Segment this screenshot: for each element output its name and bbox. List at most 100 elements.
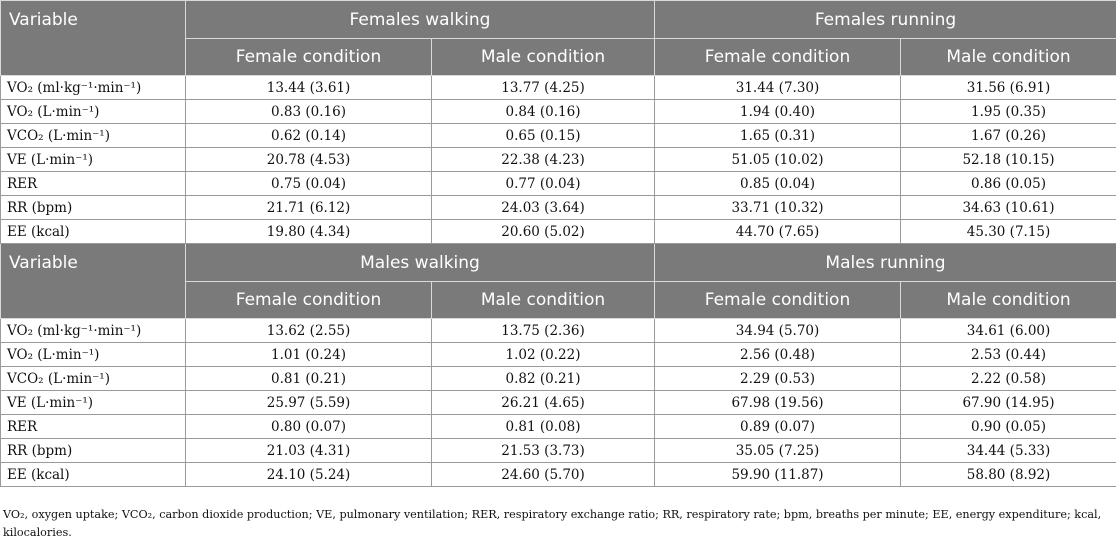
cell-value: 0.81 (0.21)	[185, 366, 432, 391]
cell-value: 21.53 (3.73)	[431, 438, 655, 463]
cell-value: 13.75 (2.36)	[431, 318, 655, 343]
cell-value: 20.78 (4.53)	[185, 147, 432, 172]
group-header-females-walking: Females walking	[185, 0, 655, 39]
cell-value: 1.95 (0.35)	[900, 99, 1116, 124]
condition-header: Female condition	[654, 38, 901, 76]
cell-value: 24.60 (5.70)	[431, 462, 655, 487]
table-row: EE (kcal) 24.10 (5.24) 24.60 (5.70) 59.9…	[0, 462, 1116, 487]
cell-value: 22.38 (4.23)	[431, 147, 655, 172]
row-label: RER	[0, 171, 186, 196]
cell-value: 0.86 (0.05)	[900, 171, 1116, 196]
energy-data-table: Variable Females walking Females running…	[0, 0, 1116, 487]
condition-header: Female condition	[654, 281, 901, 319]
cell-value: 2.29 (0.53)	[654, 366, 901, 391]
condition-header: Female condition	[185, 38, 432, 76]
cell-value: 0.82 (0.21)	[431, 366, 655, 391]
variable-header: Variable	[0, 243, 186, 319]
cell-value: 34.63 (10.61)	[900, 195, 1116, 220]
section-males-body: VO₂ (ml·kg⁻¹·min⁻¹) 13.62 (2.55) 13.75 (…	[0, 318, 1116, 487]
row-label: VO₂ (ml·kg⁻¹·min⁻¹)	[0, 75, 186, 100]
row-label: RER	[0, 414, 186, 439]
cell-value: 51.05 (10.02)	[654, 147, 901, 172]
cell-value: 34.94 (5.70)	[654, 318, 901, 343]
cell-value: 58.80 (8.92)	[900, 462, 1116, 487]
table-footnote: VO₂, oxygen uptake; VCO₂, carbon dioxide…	[3, 508, 1102, 539]
table-row: RR (bpm) 21.71 (6.12) 24.03 (3.64) 33.71…	[0, 195, 1116, 220]
table-row: VE (L·min⁻¹) 20.78 (4.53) 22.38 (4.23) 5…	[0, 147, 1116, 172]
table-row: RER 0.75 (0.04) 0.77 (0.04) 0.85 (0.04) …	[0, 171, 1116, 196]
cell-value: 34.44 (5.33)	[900, 438, 1116, 463]
table-row: RR (bpm) 21.03 (4.31) 21.53 (3.73) 35.05…	[0, 438, 1116, 463]
table-row: VO₂ (L·min⁻¹) 0.83 (0.16) 0.84 (0.16) 1.…	[0, 99, 1116, 124]
cell-value: 13.62 (2.55)	[185, 318, 432, 343]
cell-value: 13.44 (3.61)	[185, 75, 432, 100]
cell-value: 26.21 (4.65)	[431, 390, 655, 415]
condition-header: Male condition	[900, 38, 1116, 76]
cell-value: 52.18 (10.15)	[900, 147, 1116, 172]
cell-value: 67.98 (19.56)	[654, 390, 901, 415]
group-header-females-running: Females running	[654, 0, 1116, 39]
cell-value: 21.03 (4.31)	[185, 438, 432, 463]
cell-value: 1.67 (0.26)	[900, 123, 1116, 148]
cell-value: 0.75 (0.04)	[185, 171, 432, 196]
cell-value: 1.02 (0.22)	[431, 342, 655, 367]
cell-value: 21.71 (6.12)	[185, 195, 432, 220]
cell-value: 2.53 (0.44)	[900, 342, 1116, 367]
cell-value: 20.60 (5.02)	[431, 219, 655, 244]
cell-value: 0.85 (0.04)	[654, 171, 901, 196]
table-row: VCO₂ (L·min⁻¹) 0.62 (0.14) 0.65 (0.15) 1…	[0, 123, 1116, 148]
cell-value: 34.61 (6.00)	[900, 318, 1116, 343]
cell-value: 0.81 (0.08)	[431, 414, 655, 439]
cell-value: 0.65 (0.15)	[431, 123, 655, 148]
cell-value: 1.94 (0.40)	[654, 99, 901, 124]
cell-value: 2.22 (0.58)	[900, 366, 1116, 391]
cell-value: 0.90 (0.05)	[900, 414, 1116, 439]
cell-value: 0.77 (0.04)	[431, 171, 655, 196]
cell-value: 19.80 (4.34)	[185, 219, 432, 244]
section-females-header: Variable Females walking Females running…	[0, 0, 1116, 76]
cell-value: 45.30 (7.15)	[900, 219, 1116, 244]
variable-header: Variable	[0, 0, 186, 76]
section-females-body: VO₂ (ml·kg⁻¹·min⁻¹) 13.44 (3.61) 13.77 (…	[0, 75, 1116, 244]
cell-value: 0.62 (0.14)	[185, 123, 432, 148]
cell-value: 24.03 (3.64)	[431, 195, 655, 220]
row-label: VO₂ (ml·kg⁻¹·min⁻¹)	[0, 318, 186, 343]
table-row: VO₂ (ml·kg⁻¹·min⁻¹) 13.62 (2.55) 13.75 (…	[0, 318, 1116, 343]
row-label: RR (bpm)	[0, 438, 186, 463]
row-label: VCO₂ (L·min⁻¹)	[0, 366, 186, 391]
cell-value: 0.83 (0.16)	[185, 99, 432, 124]
cell-value: 31.56 (6.91)	[900, 75, 1116, 100]
row-label: VO₂ (L·min⁻¹)	[0, 99, 186, 124]
cell-value: 35.05 (7.25)	[654, 438, 901, 463]
table-row: VE (L·min⁻¹) 25.97 (5.59) 26.21 (4.65) 6…	[0, 390, 1116, 415]
row-label: VE (L·min⁻¹)	[0, 147, 186, 172]
row-label: RR (bpm)	[0, 195, 186, 220]
table-row: RER 0.80 (0.07) 0.81 (0.08) 0.89 (0.07) …	[0, 414, 1116, 439]
row-label: VCO₂ (L·min⁻¹)	[0, 123, 186, 148]
row-label: VE (L·min⁻¹)	[0, 390, 186, 415]
cell-value: 0.89 (0.07)	[654, 414, 901, 439]
row-label: VO₂ (L·min⁻¹)	[0, 342, 186, 367]
cell-value: 31.44 (7.30)	[654, 75, 901, 100]
cell-value: 67.90 (14.95)	[900, 390, 1116, 415]
cell-value: 2.56 (0.48)	[654, 342, 901, 367]
table-row: VO₂ (L·min⁻¹) 1.01 (0.24) 1.02 (0.22) 2.…	[0, 342, 1116, 367]
row-label: EE (kcal)	[0, 219, 186, 244]
cell-value: 59.90 (11.87)	[654, 462, 901, 487]
cell-value: 0.80 (0.07)	[185, 414, 432, 439]
table-row: VO₂ (ml·kg⁻¹·min⁻¹) 13.44 (3.61) 13.77 (…	[0, 75, 1116, 100]
cell-value: 1.65 (0.31)	[654, 123, 901, 148]
group-header-males-running: Males running	[654, 243, 1116, 282]
cell-value: 44.70 (7.65)	[654, 219, 901, 244]
section-males-header: Variable Males walking Males running Fem…	[0, 243, 1116, 319]
cell-value: 13.77 (4.25)	[431, 75, 655, 100]
cell-value: 24.10 (5.24)	[185, 462, 432, 487]
cell-value: 25.97 (5.59)	[185, 390, 432, 415]
condition-header: Female condition	[185, 281, 432, 319]
table-row: VCO₂ (L·min⁻¹) 0.81 (0.21) 0.82 (0.21) 2…	[0, 366, 1116, 391]
condition-header: Male condition	[431, 281, 655, 319]
condition-header: Male condition	[900, 281, 1116, 319]
group-header-males-walking: Males walking	[185, 243, 655, 282]
cell-value: 33.71 (10.32)	[654, 195, 901, 220]
cell-value: 1.01 (0.24)	[185, 342, 432, 367]
